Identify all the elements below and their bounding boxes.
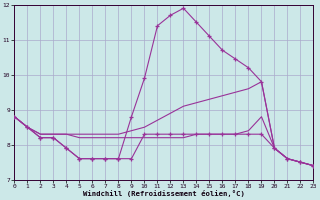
X-axis label: Windchill (Refroidissement éolien,°C): Windchill (Refroidissement éolien,°C) xyxy=(83,190,245,197)
